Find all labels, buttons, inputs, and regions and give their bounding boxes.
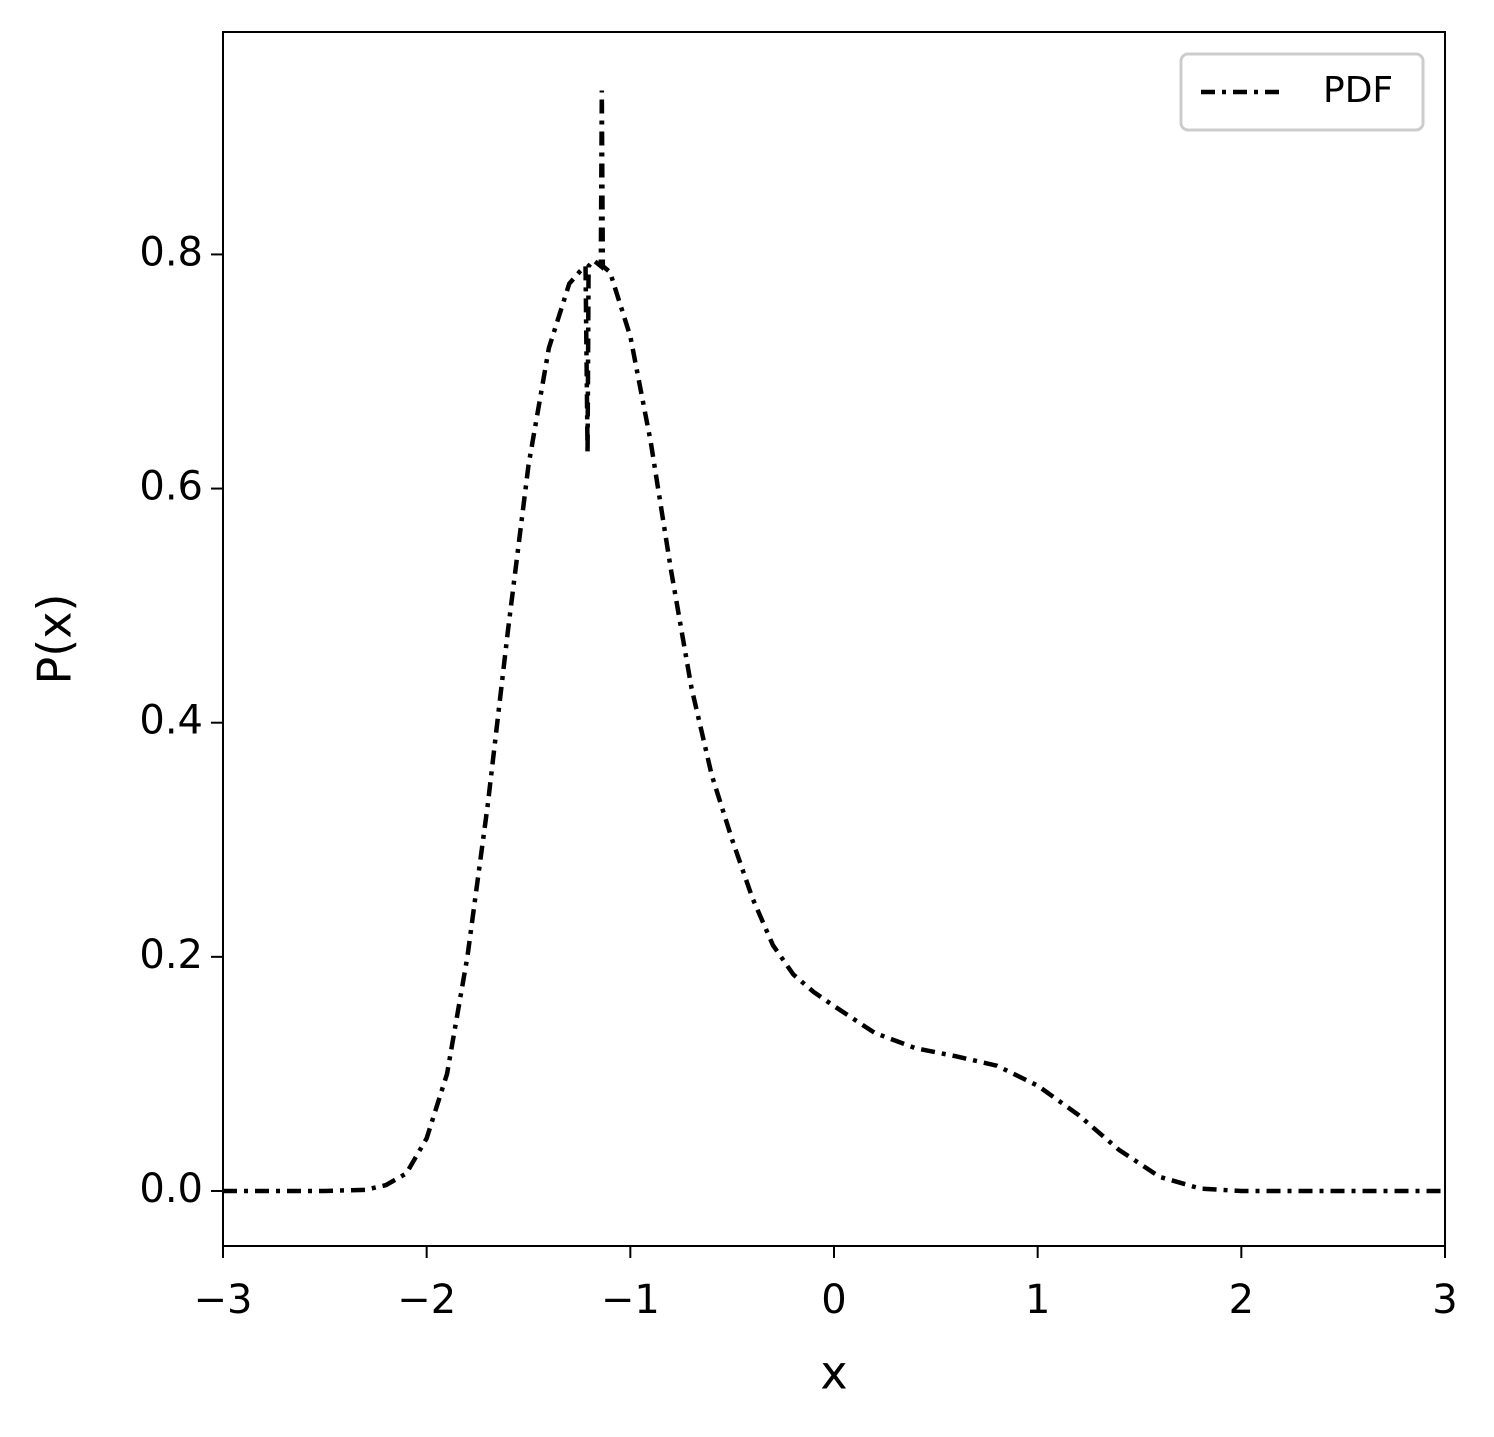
x-tick-label: −3 bbox=[194, 1277, 253, 1323]
legend-box bbox=[1179, 52, 1425, 132]
data-line bbox=[223, 90, 1445, 1194]
y-axis-label: P(x) bbox=[28, 594, 82, 685]
plot-frame bbox=[222, 31, 1446, 1247]
legend-label: PDF bbox=[1323, 70, 1393, 111]
y-tick-label: 0.2 bbox=[139, 932, 203, 978]
x-axis-label: x bbox=[820, 1346, 847, 1400]
x-tick-label: −1 bbox=[601, 1277, 660, 1323]
x-tick-label: 1 bbox=[1025, 1277, 1050, 1323]
y-tick-label: 0.0 bbox=[139, 1166, 203, 1212]
y-tick-label: 0.6 bbox=[139, 464, 203, 510]
x-tick-label: 0 bbox=[821, 1277, 846, 1323]
x-tick-label: 3 bbox=[1432, 1277, 1457, 1323]
x-tick-label: −2 bbox=[397, 1277, 456, 1323]
legend: PDF bbox=[1179, 52, 1425, 132]
y-tick-label: 0.8 bbox=[139, 229, 203, 275]
y-tick-label: 0.4 bbox=[139, 698, 203, 744]
x-tick-label: 2 bbox=[1229, 1277, 1254, 1323]
